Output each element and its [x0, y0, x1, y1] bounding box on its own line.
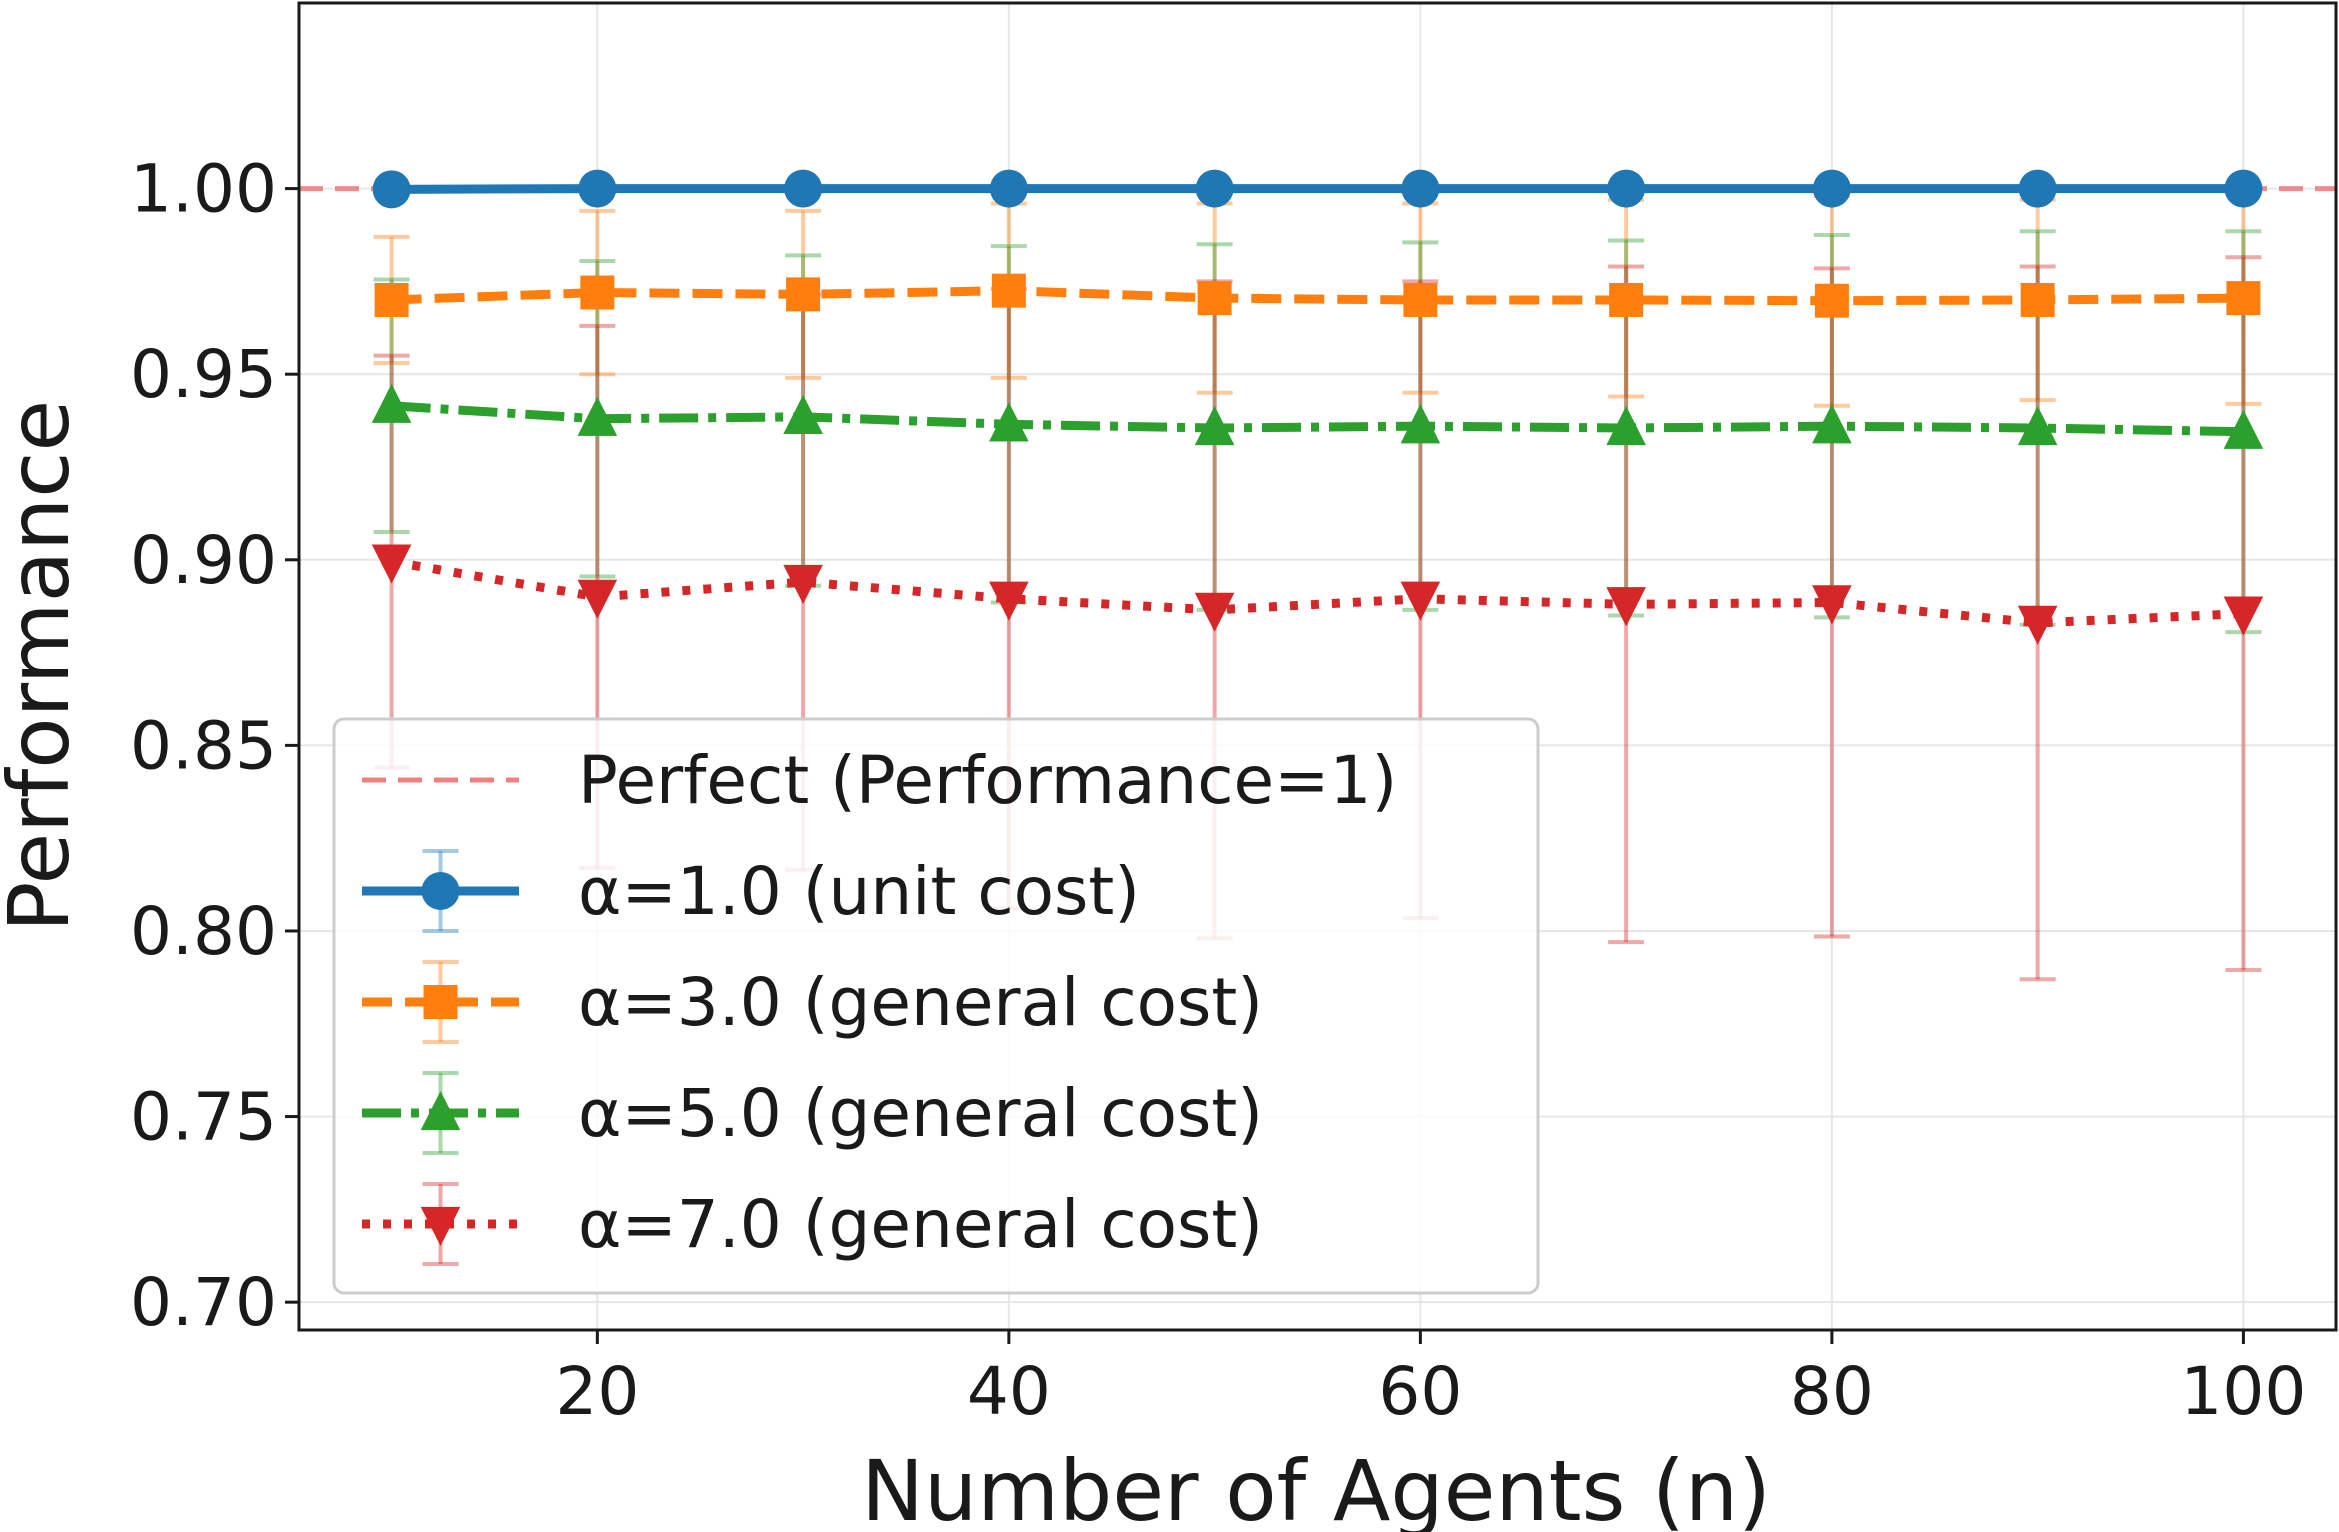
- legend-entry-4: α=7.0 (general cost): [362, 1182, 1263, 1266]
- data-point: [1194, 592, 1235, 632]
- x-tick-label: 100: [2180, 1353, 2306, 1430]
- data-point: [2020, 282, 2055, 317]
- y-tick-label: 0.80: [130, 893, 277, 970]
- data-point: [989, 581, 1029, 621]
- data-point: [1401, 169, 1440, 208]
- legend-entry-3: α=5.0 (general cost): [362, 1071, 1263, 1155]
- legend-label: α=3.0 (general cost): [578, 964, 1263, 1041]
- data-point: [374, 282, 409, 317]
- data-point: [2223, 409, 2264, 449]
- y-tick-label: 0.85: [130, 707, 277, 784]
- data-point: [371, 544, 412, 584]
- series-line: [390, 557, 2244, 628]
- tick-layer: 20 40 60 80 100 0.70 0.75 0.80 0.85 0.90 0.95 1.00: [130, 151, 2306, 1430]
- data-point: [2226, 281, 2261, 316]
- data-point: [1607, 169, 1646, 208]
- legend-label: α=5.0 (general cost): [578, 1075, 1263, 1152]
- legend-label: α=7.0 (general cost): [578, 1186, 1263, 1263]
- data-point: [2018, 169, 2057, 208]
- data-point: [2224, 169, 2263, 208]
- data-point: [989, 169, 1028, 208]
- x-tick-label: 60: [1378, 1353, 1462, 1430]
- data-point: [1812, 169, 1851, 208]
- legend-marker: [420, 1206, 461, 1246]
- series-4: [371, 544, 2264, 645]
- y-tick-label: 0.70: [130, 1264, 277, 1341]
- data-point: [1606, 406, 1646, 446]
- data-point: [578, 169, 617, 208]
- legend-marker: [420, 1091, 461, 1131]
- legend-entry-1: α=1.0 (unit cost): [362, 849, 1140, 933]
- data-point: [989, 402, 1029, 442]
- legend-label: α=1.0 (unit cost): [578, 853, 1140, 930]
- data-point: [580, 275, 615, 310]
- data-point: [783, 394, 823, 435]
- data-point: [1403, 282, 1438, 317]
- data-point: [1195, 169, 1234, 208]
- legend-entry-2: α=3.0 (general cost): [362, 960, 1263, 1044]
- y-tick-label: 0.90: [130, 522, 277, 599]
- y-tick-label: 1.00: [130, 151, 277, 228]
- data-point: [2223, 596, 2264, 636]
- data-point: [1606, 587, 1646, 627]
- legend: Perfect (Performance=1) α=1.0 (unit cost)…: [332, 717, 1540, 1295]
- y-tick-label: 0.95: [130, 336, 277, 413]
- data-point: [1400, 404, 1441, 444]
- data-point: [1194, 406, 1235, 446]
- legend-marker: [421, 872, 460, 910]
- x-tick-label: 20: [555, 1353, 639, 1430]
- data-point: [1812, 404, 1852, 444]
- data-point: [1400, 581, 1441, 621]
- series-3: [371, 383, 2264, 449]
- data-point: [577, 579, 618, 619]
- data-point: [1609, 282, 1644, 317]
- data-point: [1812, 585, 1852, 625]
- data-point: [1197, 281, 1232, 316]
- data-point: [783, 564, 823, 605]
- legend-label-perfect: Perfect (Performance=1): [578, 742, 1397, 819]
- data-point: [2017, 406, 2058, 446]
- legend-items: Perfect (Performance=1) α=1.0 (unit cost)…: [362, 742, 1397, 1266]
- data-point: [786, 277, 821, 312]
- x-tick-label: 80: [1790, 1353, 1874, 1430]
- series-line: [391, 184, 2244, 194]
- data-point: [991, 273, 1026, 308]
- y-axis-title: Performance: [0, 400, 88, 932]
- data-point: [784, 169, 823, 208]
- legend-frame: [332, 717, 1540, 1295]
- data-point: [371, 383, 412, 423]
- series-1: [372, 169, 2263, 209]
- legend-marker: [423, 985, 458, 1019]
- series-line: [391, 286, 2244, 306]
- x-tick-label: 40: [967, 1353, 1051, 1430]
- x-axis-title: Number of Agents (n): [861, 1442, 1771, 1532]
- series-2: [374, 273, 2261, 318]
- series-layer: [371, 169, 2264, 645]
- data-point: [1814, 283, 1849, 318]
- data-point: [372, 170, 411, 209]
- y-tick-label: 0.75: [130, 1079, 277, 1156]
- data-point: [577, 396, 618, 436]
- plot-frame: [297, 1, 2338, 1332]
- series-line: [391, 401, 2244, 437]
- data-point: [2017, 605, 2058, 645]
